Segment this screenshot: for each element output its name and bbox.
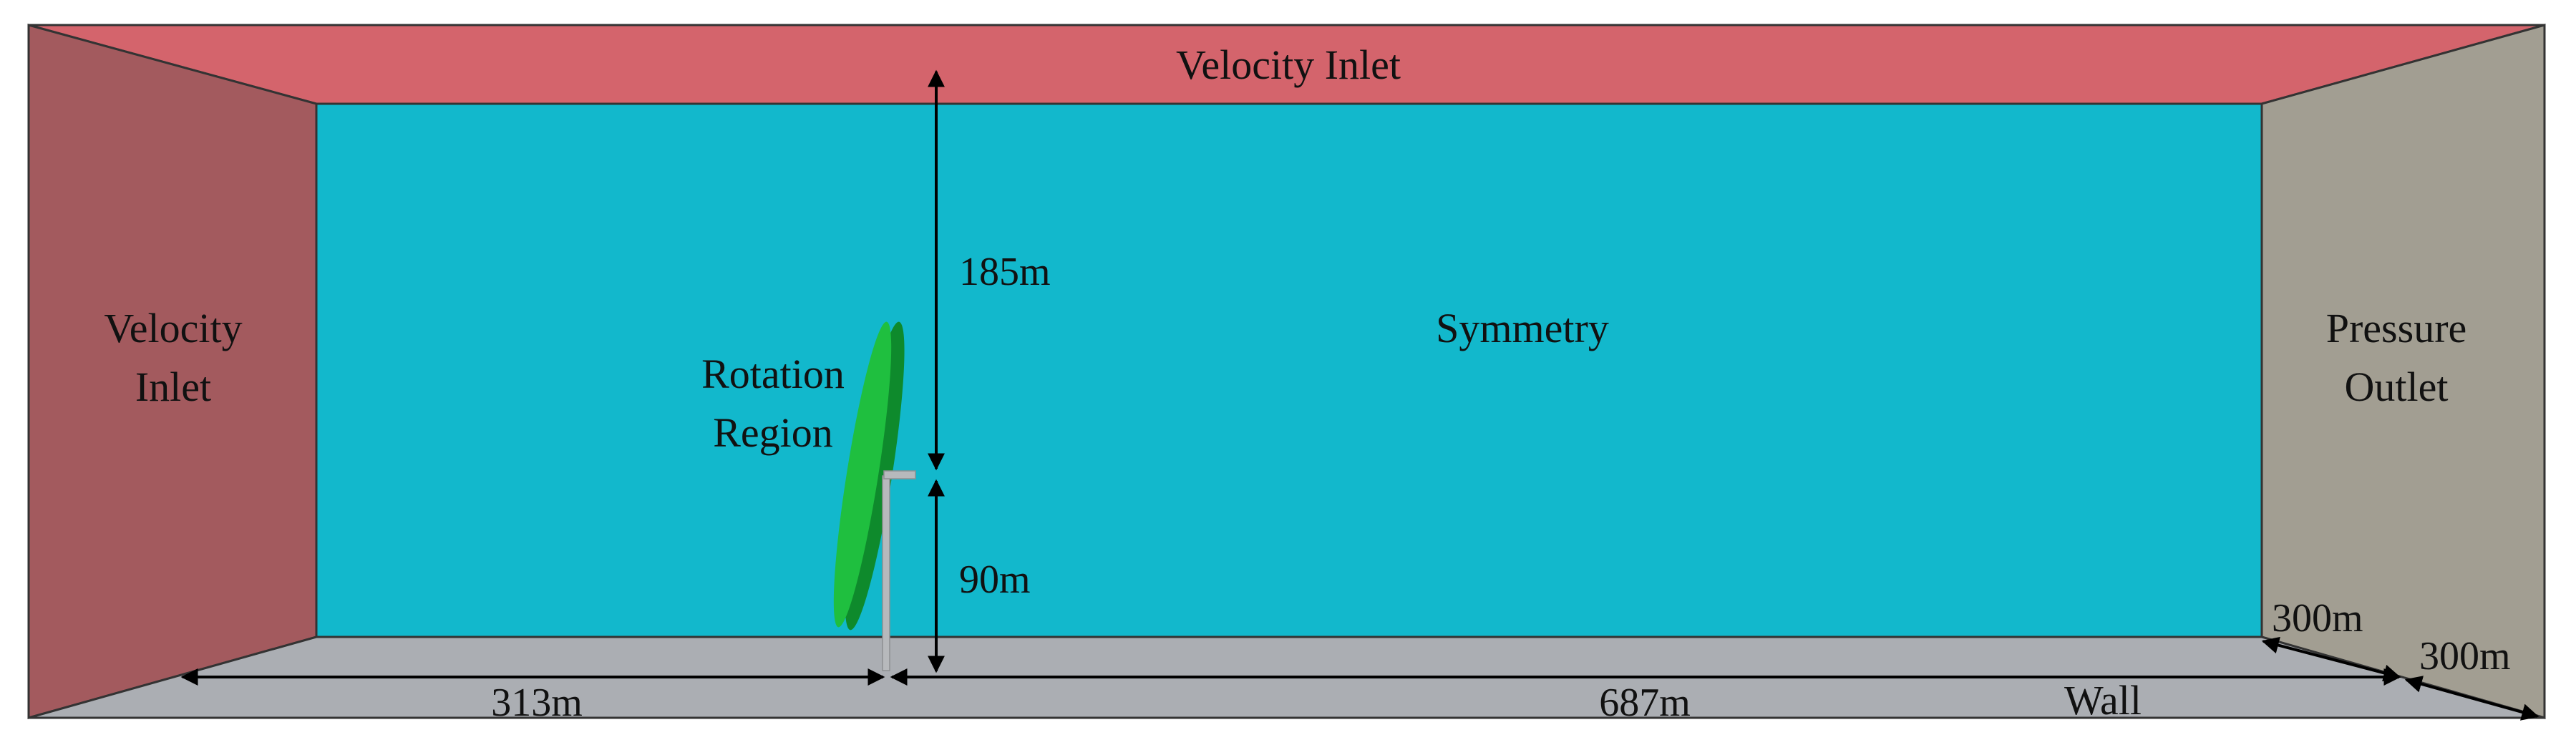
turbine-tower <box>882 470 916 671</box>
dim-line-depth-inner <box>2261 636 2401 682</box>
right-face-label-line2: Outlet <box>2345 364 2449 410</box>
dim-label-upstream: 313m <box>491 681 583 725</box>
dim-label-hub-height: 90m <box>959 557 1031 602</box>
rotor-label-line1: Rotation <box>701 351 845 397</box>
rotation-region-disk <box>833 321 905 630</box>
bottom-face-label: Wall <box>2064 677 2142 724</box>
top-face-label: Velocity Inlet <box>1176 42 1401 88</box>
rotor-label-line2: Region <box>713 409 833 456</box>
left-face-label-line2: Inlet <box>135 364 211 410</box>
dim-label-depth-inner: 300m <box>2272 596 2363 641</box>
dim-line-depth-outer <box>2404 676 2539 721</box>
right-face-label-line1: Pressure <box>2326 305 2467 351</box>
back-face-label: Symmetry <box>1436 305 1609 351</box>
left-face-label-line1: Velocity <box>104 305 242 351</box>
dim-label-downstream: 687m <box>1599 681 1691 725</box>
dim-label-above-hub: 185m <box>959 250 1051 294</box>
dim-label-depth-outer: 300m <box>2419 634 2511 678</box>
back-face <box>315 102 2263 638</box>
